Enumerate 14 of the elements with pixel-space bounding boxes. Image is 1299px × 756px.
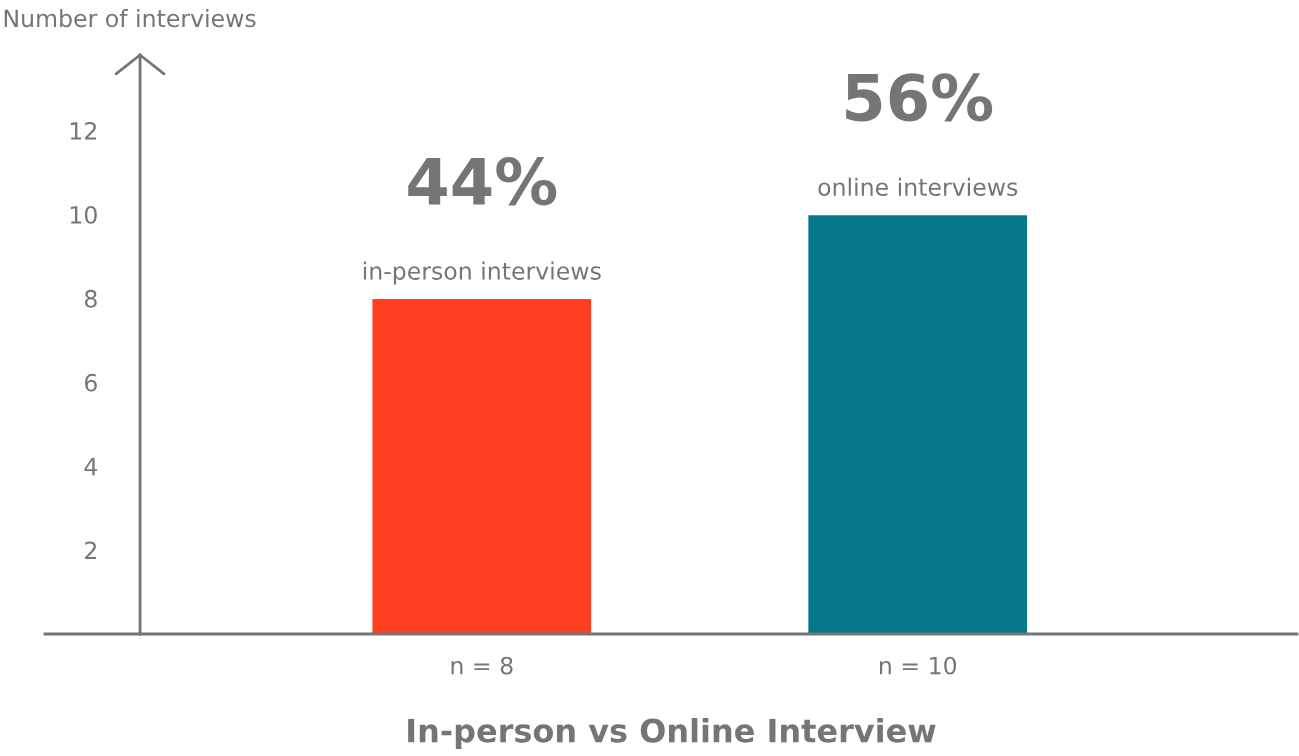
x-tick-label: n = 10 <box>879 656 957 675</box>
y-tick-label: 10 <box>70 205 97 224</box>
annotation: 44% <box>408 157 557 206</box>
y-tick-label: 12 <box>70 121 96 140</box>
annotation: in-person interviews <box>363 261 601 285</box>
y-tick-label: 4 <box>84 457 98 476</box>
x-tick-label: n = 8 <box>451 656 513 675</box>
y-tick-label: 6 <box>84 373 97 392</box>
x-axis-title: In-person vs Online Interview <box>408 717 936 749</box>
annotation: online interviews <box>818 177 1018 196</box>
y-tick-label: 8 <box>84 289 97 308</box>
annotation: 56% <box>846 73 993 122</box>
y-axis-title: Number of interviews <box>4 8 256 28</box>
y-tick-label: 2 <box>85 541 96 560</box>
